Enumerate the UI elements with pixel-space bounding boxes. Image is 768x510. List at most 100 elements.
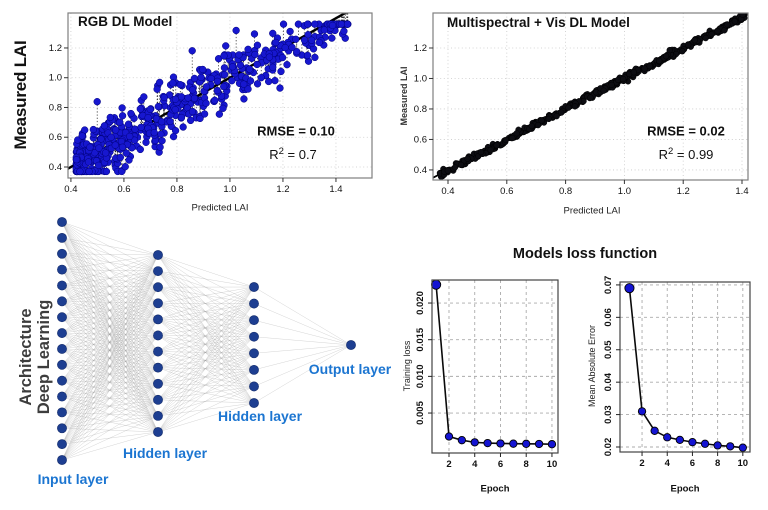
network-edge — [157, 351, 255, 354]
network-node — [153, 330, 163, 341]
network-edge — [157, 270, 255, 370]
x-tick-label: 8 — [715, 458, 720, 469]
x-tick-label: 0.4 — [441, 186, 454, 197]
scatter-point — [116, 153, 125, 161]
network-edge — [157, 335, 255, 354]
network-edge — [157, 367, 255, 387]
network-edge — [61, 399, 159, 461]
scatter-point — [244, 45, 252, 53]
network-edge — [157, 286, 255, 336]
network-node — [57, 455, 67, 465]
y-tick-label: 0.4 — [49, 162, 62, 173]
network-edge — [61, 254, 159, 350]
network-edge — [157, 319, 255, 321]
network-node — [249, 282, 259, 292]
x-tick-label: 1.4 — [735, 186, 748, 197]
network-edge — [157, 270, 255, 304]
network-edge — [253, 344, 352, 371]
scatter-point — [156, 143, 164, 151]
scatter-point — [493, 142, 500, 149]
scatter-point — [558, 109, 565, 116]
scatter-point — [292, 35, 300, 43]
x-tick-label: 0.4 — [64, 184, 77, 195]
scatter-point — [121, 163, 129, 171]
network-edge — [61, 303, 159, 461]
scatter-point — [78, 132, 86, 140]
x-tick-label: 10 — [547, 459, 558, 470]
loss-section-title: Models loss function — [512, 246, 658, 262]
data-point — [483, 438, 492, 448]
scatter-point — [176, 80, 184, 89]
scatter-point — [85, 167, 93, 176]
scatter-point — [276, 84, 284, 92]
network-edge — [157, 286, 255, 384]
data-point — [650, 426, 659, 435]
mean-absolute-error-panel: 2 4 6 8 10 0.02 0.03 0.04 0.05 0.06 0.07 — [603, 276, 751, 469]
network-edge — [61, 221, 159, 256]
network-edge — [253, 319, 352, 346]
scatter-point — [240, 95, 248, 103]
network-edge — [157, 383, 255, 387]
scatter-point — [184, 94, 192, 102]
network-node — [153, 346, 163, 357]
network-edge — [61, 383, 159, 461]
network-edge — [61, 335, 159, 461]
scatter-point — [220, 52, 228, 60]
hidden-layer-1-label: Hidden layer — [122, 445, 208, 461]
scatter-point — [235, 51, 243, 59]
network-edge — [157, 369, 255, 433]
scatter-point — [213, 86, 221, 95]
scatter-point — [708, 30, 715, 38]
network-edge — [157, 303, 255, 404]
scatter-point — [232, 26, 240, 35]
network-side-title: Architecture Deep Learning — [17, 300, 53, 415]
scatter-point — [144, 114, 152, 122]
network-side-line1: Architecture — [17, 308, 35, 406]
network-node — [57, 359, 67, 370]
network-edge — [157, 286, 255, 320]
network-edge — [61, 254, 159, 270]
scatter-point — [228, 77, 236, 85]
scatter-point — [89, 125, 98, 134]
scatter-point — [240, 80, 248, 88]
scatter-point — [142, 138, 150, 146]
data-point — [457, 436, 467, 445]
scatter-point — [140, 93, 148, 101]
scatter-point — [127, 109, 135, 118]
network-edge — [157, 367, 255, 404]
scatter-point — [641, 65, 648, 72]
x-tick-label: 0.8 — [170, 184, 183, 195]
network-edge — [61, 253, 159, 256]
mae-x-axis-label: Epoch — [670, 483, 700, 495]
scatter-point — [679, 48, 686, 55]
network-edge — [157, 383, 255, 404]
data-point — [509, 439, 518, 448]
rgb-y-axis-label: Measured LAI — [11, 40, 30, 150]
r2-superscript: 2 — [667, 145, 674, 157]
x-tick-label: 1.4 — [329, 184, 342, 195]
scatter-point — [269, 29, 277, 38]
data-point — [713, 441, 722, 450]
scatter-point — [202, 99, 210, 107]
network-node — [57, 439, 67, 450]
scatter-point — [277, 67, 285, 76]
x-tick-label: 8 — [524, 459, 529, 470]
data-point — [726, 442, 735, 451]
y-tick-label: 0.6 — [49, 132, 62, 143]
scatter-point — [125, 156, 133, 164]
scatter-point — [487, 146, 494, 154]
scatter-point — [272, 38, 280, 47]
scatter-point — [202, 83, 211, 91]
network-edge — [157, 336, 255, 433]
y-tick-label: 0.07 — [603, 276, 614, 295]
training-loss-x-axis-label: Epoch — [480, 483, 510, 495]
data-point — [534, 439, 544, 449]
scatter-point — [112, 126, 120, 134]
scatter-point — [253, 80, 262, 88]
scatter-point — [188, 86, 197, 94]
network-edge — [157, 319, 255, 368]
scatter-point — [251, 50, 259, 59]
scatter-point — [169, 133, 178, 141]
network-diagram — [57, 217, 356, 465]
network-edge — [157, 351, 255, 404]
